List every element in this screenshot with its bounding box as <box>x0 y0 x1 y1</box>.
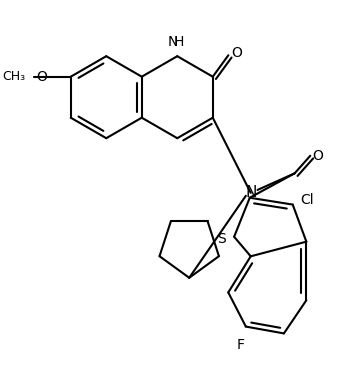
Text: H: H <box>174 36 184 49</box>
Text: N: N <box>245 186 256 200</box>
Text: N: N <box>167 36 178 49</box>
Text: O: O <box>313 149 324 163</box>
Text: O: O <box>37 70 47 84</box>
Text: F: F <box>237 338 245 352</box>
Text: CH₃: CH₃ <box>3 70 26 83</box>
Text: S: S <box>218 232 226 246</box>
Text: O: O <box>231 46 242 60</box>
Text: Cl: Cl <box>300 193 314 207</box>
